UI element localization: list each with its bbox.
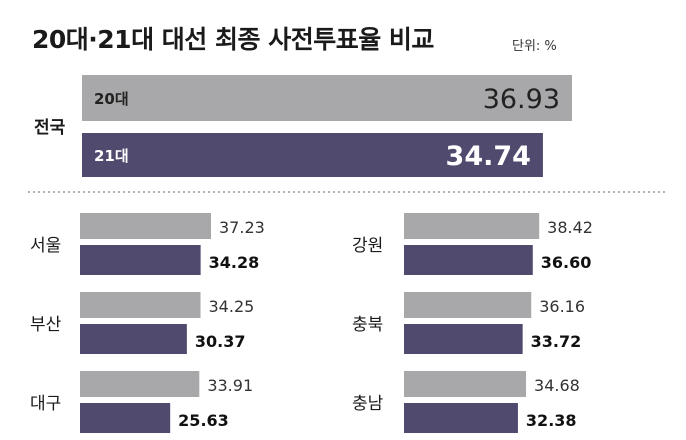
region-value-20: 33.91 bbox=[207, 376, 253, 395]
region-value-20: 38.42 bbox=[547, 218, 593, 237]
region-bar-21 bbox=[80, 245, 201, 275]
region-value-20: 34.68 bbox=[534, 376, 580, 395]
region-label: 대구 bbox=[30, 394, 61, 414]
region-value-20: 36.16 bbox=[539, 297, 585, 316]
national-series-label: 20대 bbox=[94, 90, 129, 108]
national-bar-21대 bbox=[82, 133, 543, 177]
national-series-label: 21대 bbox=[94, 147, 129, 165]
region-label: 충북 bbox=[352, 315, 383, 335]
region-label: 서울 bbox=[30, 236, 61, 256]
national-value-label: 36.93 bbox=[483, 84, 560, 115]
region-value-21: 30.37 bbox=[195, 332, 246, 351]
region-value-21: 34.28 bbox=[209, 253, 260, 272]
region-bar-21 bbox=[80, 324, 187, 354]
national-value-label: 34.74 bbox=[446, 141, 531, 172]
region-bar-20 bbox=[404, 213, 540, 239]
region-bar-21 bbox=[404, 403, 518, 433]
region-value-21: 33.72 bbox=[531, 332, 582, 351]
region-bar-20 bbox=[80, 292, 201, 318]
chart-title: 20대·21대 대선 최종 사전투표율 비교 bbox=[32, 25, 434, 54]
region-value-20: 34.25 bbox=[209, 297, 255, 316]
region-bar-21 bbox=[404, 245, 533, 275]
region-label: 충남 bbox=[352, 394, 384, 414]
region-bar-21 bbox=[404, 324, 523, 354]
region-bar-20 bbox=[80, 371, 200, 397]
national-label: 전국 bbox=[34, 118, 66, 138]
region-label: 부산 bbox=[30, 315, 62, 335]
region-bar-21 bbox=[80, 403, 171, 433]
region-value-20: 37.23 bbox=[219, 218, 265, 237]
region-value-21: 32.38 bbox=[526, 411, 577, 430]
region-bar-20 bbox=[80, 213, 211, 239]
region-bar-20 bbox=[404, 292, 532, 318]
unit-label: 단위: % bbox=[512, 39, 557, 54]
region-value-21: 36.60 bbox=[541, 253, 592, 272]
region-bar-20 bbox=[404, 371, 527, 397]
region-label: 강원 bbox=[352, 236, 383, 256]
region-value-21: 25.63 bbox=[178, 411, 229, 430]
national-bar-20대 bbox=[82, 75, 572, 121]
